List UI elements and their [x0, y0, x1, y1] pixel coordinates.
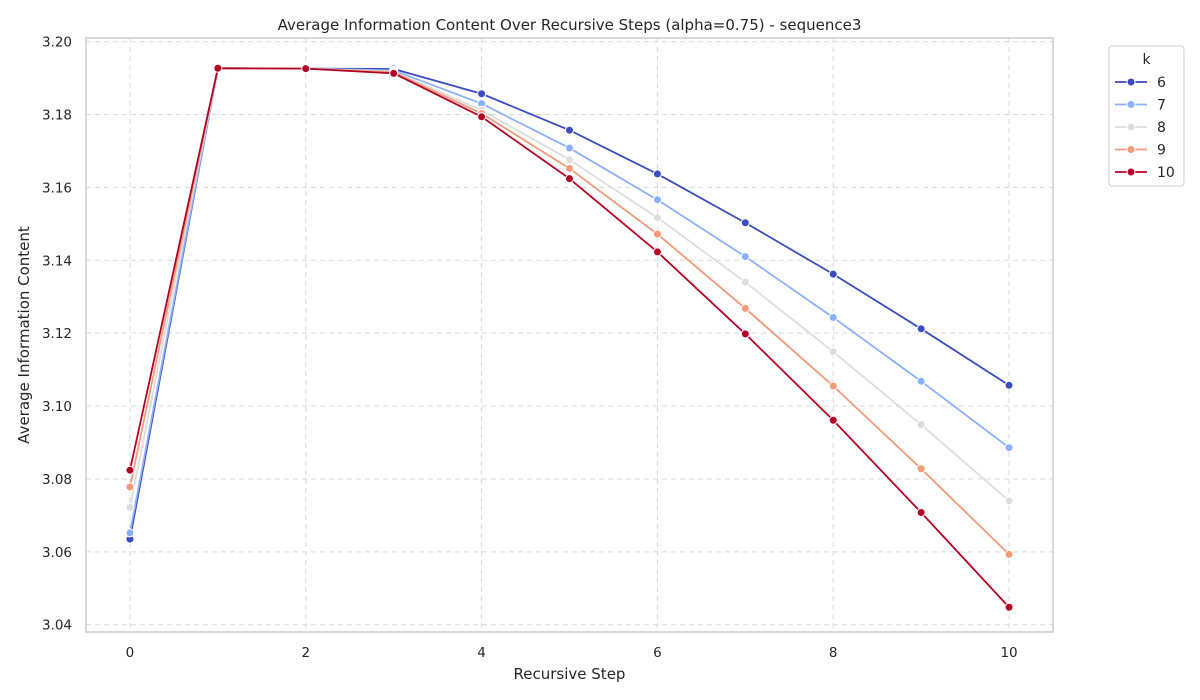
data-point — [477, 89, 487, 99]
data-point — [740, 218, 750, 228]
data-point — [213, 63, 223, 73]
legend-item: 7 — [1115, 98, 1166, 114]
legend-item: 9 — [1115, 143, 1166, 159]
x-axis-label: Recursive Step — [514, 665, 626, 683]
data-point — [1004, 602, 1014, 612]
grid-layer — [86, 38, 1053, 632]
y-tick-label: 3.12 — [42, 326, 72, 342]
data-point — [1004, 496, 1014, 506]
data-point — [1004, 443, 1014, 453]
y-tick-label: 3.14 — [42, 253, 72, 269]
legend-label: 6 — [1157, 75, 1166, 91]
data-point — [828, 347, 838, 357]
legend-marker — [1126, 100, 1136, 109]
data-point — [125, 528, 135, 538]
data-point — [828, 381, 838, 391]
data-point — [916, 464, 926, 474]
data-point — [565, 155, 574, 165]
series-10 — [125, 63, 1014, 612]
data-point — [652, 229, 662, 239]
y-tick-label: 3.16 — [42, 180, 72, 196]
data-point — [828, 269, 838, 279]
x-tick-label: 6 — [653, 645, 662, 661]
data-point — [916, 324, 926, 334]
y-tick-label: 3.18 — [42, 108, 72, 124]
legend-marker — [1126, 77, 1136, 87]
data-point — [389, 68, 399, 78]
legend-label: 9 — [1157, 143, 1166, 159]
data-point — [740, 303, 750, 313]
y-tick-label: 3.20 — [42, 35, 72, 51]
ticks-layer: 0 2 4 6 8 10 3.04 3.06 3.08 3.10 3.12 3.14 3.16 3.18 3… — [42, 35, 1018, 661]
data-point — [565, 163, 574, 173]
data-point — [828, 313, 838, 323]
data-point — [477, 112, 487, 122]
data-point — [740, 329, 750, 339]
data-point — [652, 195, 662, 205]
legend-items: 6 7 8 9 10 — [1115, 75, 1175, 181]
legend-marker — [1126, 145, 1136, 154]
series-line — [129, 67, 1010, 540]
data-point — [125, 465, 135, 475]
data-point — [125, 502, 135, 512]
y-axis-label: Average Information Content — [15, 226, 33, 444]
y-tick-label: 3.08 — [42, 472, 72, 488]
legend-item: 10 — [1115, 165, 1175, 181]
data-point — [1004, 380, 1014, 390]
series-7 — [125, 63, 1014, 538]
x-tick-label: 8 — [829, 645, 838, 661]
data-point — [916, 507, 926, 517]
legend-label: 7 — [1157, 98, 1166, 114]
data-point — [565, 125, 574, 135]
x-tick-label: 2 — [301, 645, 310, 661]
legend-title: k — [1142, 52, 1151, 68]
data-point — [1004, 549, 1014, 559]
y-tick-label: 3.04 — [42, 618, 72, 634]
data-point — [740, 252, 750, 262]
legend-label: 10 — [1157, 165, 1175, 181]
plot-frame — [85, 37, 1054, 633]
legend-item: 6 — [1115, 75, 1166, 91]
legend-label: 8 — [1157, 120, 1166, 136]
data-point — [652, 169, 662, 179]
x-tick-label: 0 — [126, 645, 135, 661]
y-tick-label: 3.10 — [42, 399, 72, 415]
data-point — [828, 415, 838, 425]
legend: k 6 7 8 9 10 — [1108, 45, 1185, 187]
data-point — [301, 64, 311, 74]
series-6 — [125, 63, 1014, 544]
series-layer — [125, 63, 1014, 612]
data-point — [652, 247, 662, 257]
legend-item: 8 — [1115, 120, 1166, 136]
series-9 — [125, 63, 1014, 559]
chart-title: Average Information Content Over Recursi… — [278, 16, 862, 34]
data-point — [125, 482, 135, 492]
data-point — [565, 143, 574, 153]
data-point — [916, 420, 926, 430]
data-point — [740, 277, 750, 287]
series-line — [129, 67, 1010, 556]
y-tick-label: 3.06 — [42, 545, 72, 561]
legend-marker — [1126, 122, 1136, 132]
x-tick-label: 4 — [477, 645, 486, 661]
data-point — [565, 174, 574, 184]
x-tick-label: 10 — [1000, 645, 1017, 661]
legend-marker — [1126, 167, 1136, 177]
data-point — [652, 213, 662, 223]
data-point — [916, 376, 926, 386]
